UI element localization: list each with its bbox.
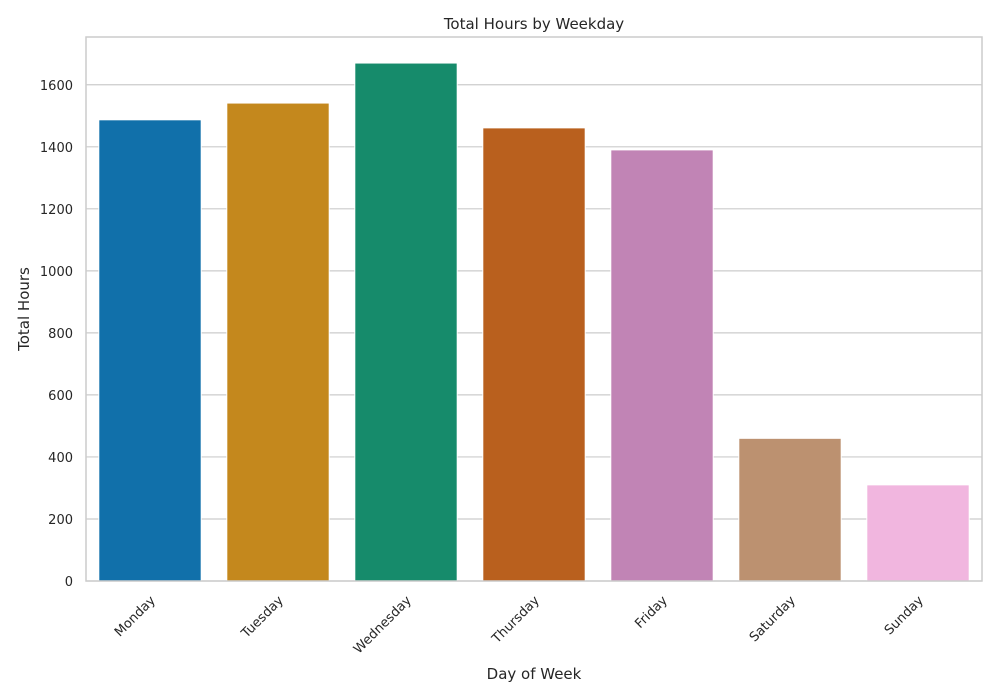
y-tick-label: 1200 <box>40 203 73 218</box>
y-tick-label: 800 <box>48 327 73 342</box>
y-tick-label: 1000 <box>40 265 73 280</box>
bar-saturday <box>738 437 842 582</box>
y-tick-label: 1600 <box>40 79 73 94</box>
x-tick-label: Friday <box>632 593 671 632</box>
bar-monday <box>98 119 202 582</box>
bar-wednesday <box>354 62 458 582</box>
x-axis-label: Day of Week <box>487 665 582 683</box>
y-tick-label: 600 <box>48 389 73 404</box>
y-tick-label: 200 <box>48 513 73 528</box>
y-axis-ticks: 0 200 400 600 800 1000 1200 1400 1600 <box>40 79 73 590</box>
plot-frame <box>85 36 983 582</box>
bar-tuesday <box>226 102 330 582</box>
bar-thursday <box>482 127 586 582</box>
x-tick-label: Saturday <box>747 593 799 645</box>
bar-sunday <box>866 484 970 582</box>
y-axis-label: Total Hours <box>15 267 33 352</box>
x-axis-ticks: Monday Tuesday Wednesday Thursday Friday Satu… <box>112 593 927 657</box>
bar-friday <box>610 149 714 582</box>
x-tick-label: Monday <box>112 593 159 640</box>
y-tick-label: 400 <box>48 451 73 466</box>
x-tick-label: Sunday <box>882 593 927 638</box>
bars <box>98 62 970 582</box>
chart-title: Total Hours by Weekday <box>443 15 624 33</box>
y-tick-label: 1400 <box>40 141 73 156</box>
x-tick-label: Thursday <box>489 593 543 647</box>
x-tick-label: Tuesday <box>238 593 287 642</box>
x-tick-label: Wednesday <box>351 593 415 657</box>
y-tick-label: 0 <box>65 575 73 590</box>
